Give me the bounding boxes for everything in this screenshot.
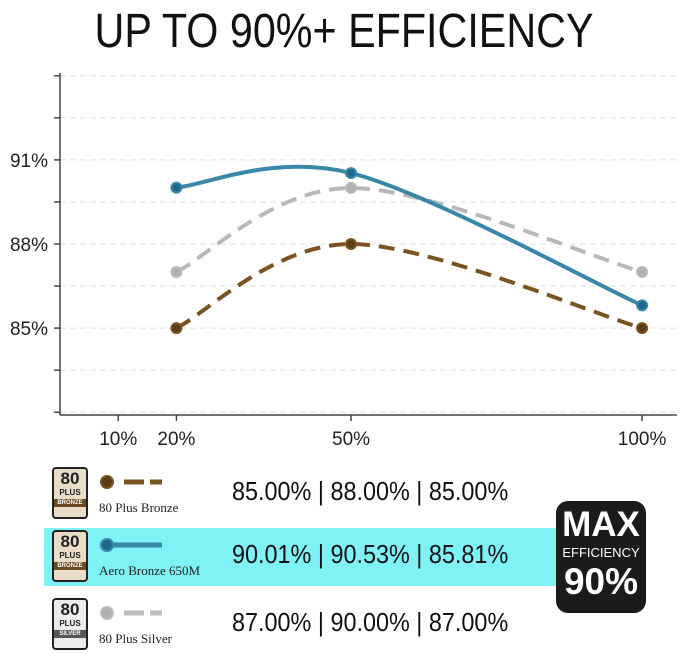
x-tick-label: 100%: [618, 429, 667, 450]
max-efficiency-badge: MAX EFFICIENCY 90%: [556, 501, 646, 613]
data-point-80-plus-silver: [636, 266, 649, 279]
data-point-80-plus-bronze: [636, 322, 649, 335]
data-point-80-plus-silver: [170, 266, 183, 279]
data-point-80-plus-bronze: [345, 238, 358, 250]
y-tick-label: 85%: [10, 319, 48, 340]
max-badge-line1: MAX: [562, 505, 640, 544]
80-plus-bronze-badge-icon: 80 PLUS BRONZE: [52, 530, 88, 582]
series-line-80-plus-silver: [175, 185, 643, 274]
chart-title: UP TO 90%+ EFFICIENCY: [94, 5, 594, 58]
legend-dot: [100, 475, 114, 489]
y-tick-label: 88%: [10, 235, 48, 256]
80-plus-silver-badge-icon: 80 PLUS SILVER: [52, 598, 88, 650]
legend-values-silver: 87.00% | 90.00% | 87.00%: [232, 607, 509, 637]
x-tick-label: 50%: [332, 429, 370, 450]
legend-row-bronze: 80 PLUS BRONZE 80 Plus Bronze 85.00% | 8…: [0, 464, 688, 522]
x-tick-label: 10%: [99, 429, 137, 450]
x-tick-label: 20%: [157, 429, 195, 450]
max-badge-line3: 90%: [563, 561, 639, 602]
legend-dot: [100, 538, 114, 552]
legend-values-bronze: 85.00% | 88.00% | 85.00%: [232, 476, 509, 506]
data-point-aero-bronze-650m: [170, 181, 183, 194]
data-point-80-plus-bronze: [170, 322, 183, 335]
legend-line-aero-icon: [100, 538, 162, 552]
legend-label-bronze: 80 Plus Bronze: [99, 500, 179, 515]
legend-values-aero: 90.01% | 90.53% | 85.81%: [232, 539, 509, 569]
legend-row-silver: 80 PLUS SILVER 80 Plus Silver 87.00% | 9…: [0, 595, 688, 653]
data-point-aero-bronze-650m: [345, 167, 358, 180]
legend-dot: [100, 606, 114, 620]
series-line-aero-bronze-650m: [176, 164, 643, 308]
legend-row-aero: 80 PLUS BRONZE Aero Bronze 650M 90.01% |…: [0, 527, 688, 586]
legend-line-bronze-icon: [100, 475, 162, 489]
max-badge-line2: EFFICIENCY: [562, 545, 640, 560]
legend-label-silver: 80 Plus Silver: [99, 631, 172, 646]
y-tick-label: 91%: [10, 151, 48, 172]
efficiency-chart: 85% 88% 91% 10% 20% 50% 100%: [10, 73, 677, 450]
highlight-band: [44, 528, 569, 586]
legend-line-silver-icon: [100, 606, 162, 620]
data-point-aero-bronze-650m: [636, 299, 649, 312]
80-plus-bronze-badge-icon: 80 PLUS BRONZE: [52, 467, 88, 519]
legend-label-aero: Aero Bronze 650M: [99, 563, 201, 578]
series-line-80-plus-bronze: [175, 241, 643, 331]
data-point-80-plus-silver: [345, 181, 358, 194]
